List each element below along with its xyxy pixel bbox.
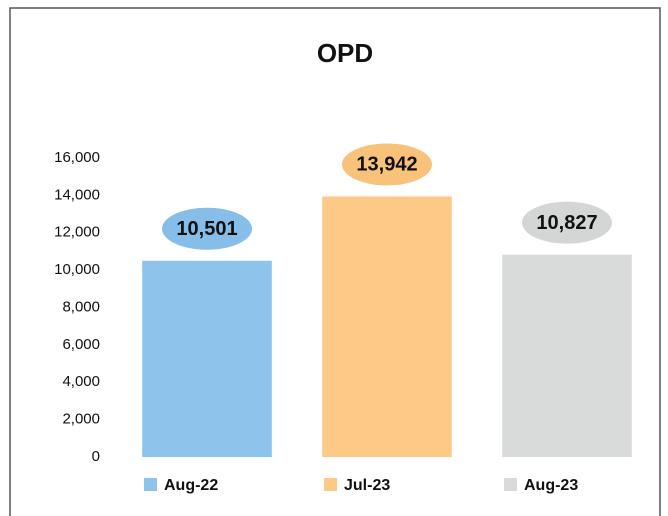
y-tick-label: 2,000 (62, 411, 100, 428)
bar (322, 196, 452, 458)
y-tick-label: 12,000 (54, 224, 100, 241)
chart-title: OPD (317, 38, 373, 68)
y-tick-label: 8,000 (62, 298, 100, 315)
y-tick-label: 10,000 (54, 261, 100, 278)
data-label: 10,827 (536, 212, 597, 234)
y-tick-label: 6,000 (62, 336, 100, 353)
y-tick-label: 16,000 (54, 149, 100, 166)
legend-label: Aug-23 (524, 477, 578, 494)
data-label-bubble (162, 207, 252, 250)
y-tick-label: 4,000 (62, 373, 100, 390)
y-tick-label: 14,000 (54, 186, 100, 203)
data-label-bubble (342, 143, 432, 186)
legend-label: Jul-23 (344, 477, 390, 494)
legend-label: Aug-22 (164, 477, 218, 494)
y-tick-label: 0 (92, 448, 100, 465)
legend-swatch (324, 478, 337, 491)
legend-swatch (144, 478, 157, 491)
legend-swatch (504, 478, 517, 491)
data-label: 10,501 (176, 218, 237, 240)
bar (142, 260, 272, 457)
data-label: 13,942 (356, 154, 417, 176)
data-label-bubble (522, 201, 612, 244)
bar (502, 254, 632, 457)
